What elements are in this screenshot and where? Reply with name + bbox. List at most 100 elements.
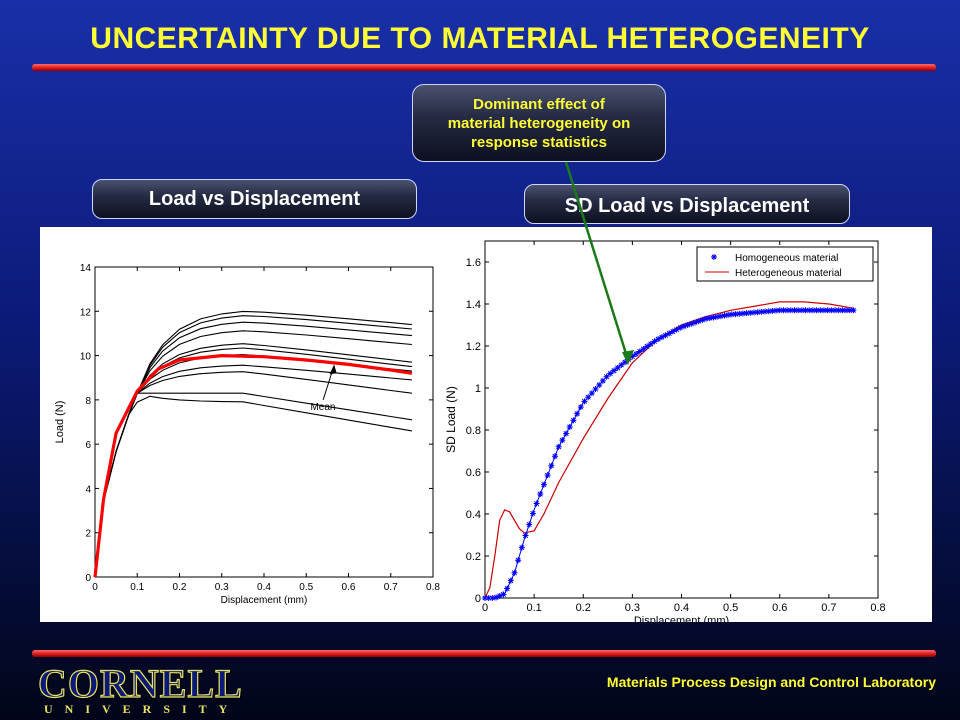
homogeneous-marker [850,307,857,314]
y-tick-label: 1 [475,383,481,395]
y-tick-label: 6 [85,440,91,451]
x-tick-label: 0.2 [576,602,591,614]
mean-curve [93,353,413,578]
homogeneous-marker [603,373,610,380]
homogeneous-marker [596,381,603,388]
legend-homogeneous-label: Homogeneous material [735,253,838,264]
homogeneous-marker [552,453,559,460]
homogeneous-marker [518,544,525,551]
homogeneous-marker [581,398,588,405]
homogeneous-marker [739,310,746,317]
homogeneous-marker [710,314,717,321]
homogeneous-marker [824,307,831,314]
heterogeneous-series-line [484,301,854,599]
x-tick-label: 0.2 [173,582,187,593]
legend-heterogeneous-label: Heterogeneous material [735,268,842,279]
homogeneous-marker [489,595,496,601]
homogeneous-marker [795,307,802,314]
homogeneous-marker [566,423,573,430]
legend-box [696,246,874,282]
homogeneous-marker [496,592,503,599]
homogeneous-marker [787,307,794,314]
homogeneous-marker [574,410,581,417]
homogeneous-marker [599,377,606,384]
homogeneous-marker [570,417,577,424]
y-axis-label: SD Load (N) [444,386,458,453]
homogeneous-marker [714,313,721,320]
homogeneous-marker [684,322,691,328]
logo-subtitle: UNIVERSITY [44,702,240,716]
y-tick-label: 0.6 [466,467,481,479]
homogeneous-marker [762,308,769,315]
y-tick-label: 0.8 [466,425,481,437]
y-tick-label: 10 [80,352,92,363]
plot-frame [484,240,879,599]
y-axis-label: Load (N) [54,401,66,444]
y-tick-label: 4 [85,484,91,495]
homogeneous-marker [780,307,787,314]
homogeneous-marker [592,386,599,393]
homogeneous-marker [820,307,827,314]
callout-line-2: material heterogeneity on [447,114,631,132]
homogeneous-marker [806,307,813,314]
homogeneous-marker [655,336,662,343]
homogeneous-marker [647,340,654,347]
top-divider [32,64,936,71]
homogeneous-marker [511,569,518,576]
homogeneous-marker [699,316,706,323]
homogeneous-marker [482,595,488,601]
x-tick-label: 0.7 [384,582,398,593]
mean-annotation-arrowhead [329,364,337,375]
x-tick-label: 0.6 [772,602,787,614]
callout-box: Dominant effect of material heterogeneit… [412,84,666,162]
homogeneous-marker [658,334,665,341]
plot-panel: 0 0.1 0.2 0.3 0.4 0.5 0.6 0.7 0.8 0 2 4 6 8 10 12 14 Disp… [40,227,932,622]
homogeneous-marker [633,350,640,357]
x-tick-label: 0.8 [426,582,440,593]
homogeneous-marker [625,356,632,363]
y-tick-label: 12 [80,307,92,318]
homogeneous-marker [610,367,617,374]
x-tick-label: 0.8 [870,602,885,614]
homogeneous-marker [846,307,853,314]
x-tick-label: 0.7 [821,602,836,614]
x-tick-label: 0.5 [723,602,738,614]
y-tick-label: 1.2 [466,341,481,353]
homogeneous-marker [548,462,555,469]
homogeneous-marker [832,307,839,314]
homogeneous-marker [769,307,776,314]
y-tick-label: 1.4 [466,299,481,311]
homogeneous-marker [563,430,570,437]
homogeneous-marker [622,359,629,366]
homogeneous-marker [669,328,676,335]
x-axis-label: Displacement (mm) [221,595,308,606]
left-chart-label: Load vs Displacement [92,179,417,219]
homogeneous-marker [662,332,669,339]
x-tick-label: 0.6 [342,582,356,593]
homogeneous-marker [750,309,757,316]
x-tick-label: 0.1 [130,582,144,593]
x-tick-label: 0 [482,602,488,614]
homogeneous-marker [706,315,713,322]
homogeneous-marker [677,324,684,331]
footer-lab-name: Materials Process Design and Control Lab… [606,674,936,690]
homogeneous-marker [636,348,643,355]
homogeneous-marker [588,390,595,397]
right-chart-label: SD Load vs Displacement [524,184,850,224]
homogeneous-marker [776,307,783,314]
sample-curve [94,395,412,578]
load-vs-displacement-chart: 0 0.1 0.2 0.3 0.4 0.5 0.6 0.7 0.8 0 2 4 6 8 10 12 14 Disp… [54,263,440,606]
homogeneous-marker [817,307,824,314]
y-tick-label: 0.2 [466,551,481,563]
homogeneous-marker [515,557,522,564]
y-tick-label: 1.6 [466,257,481,269]
homogeneous-marker [504,585,511,592]
x-tick-label: 0 [92,582,98,593]
homogeneous-marker [743,310,750,317]
slide-title: UNCERTAINTY DUE TO MATERIAL HETEROGENEIT… [90,22,870,55]
homogeneous-marker [526,521,533,528]
x-tick-label: 0.3 [215,582,229,593]
homogeneous-marker [835,307,842,314]
y-tick-label: 0 [475,593,481,605]
homogeneous-marker [651,338,658,345]
